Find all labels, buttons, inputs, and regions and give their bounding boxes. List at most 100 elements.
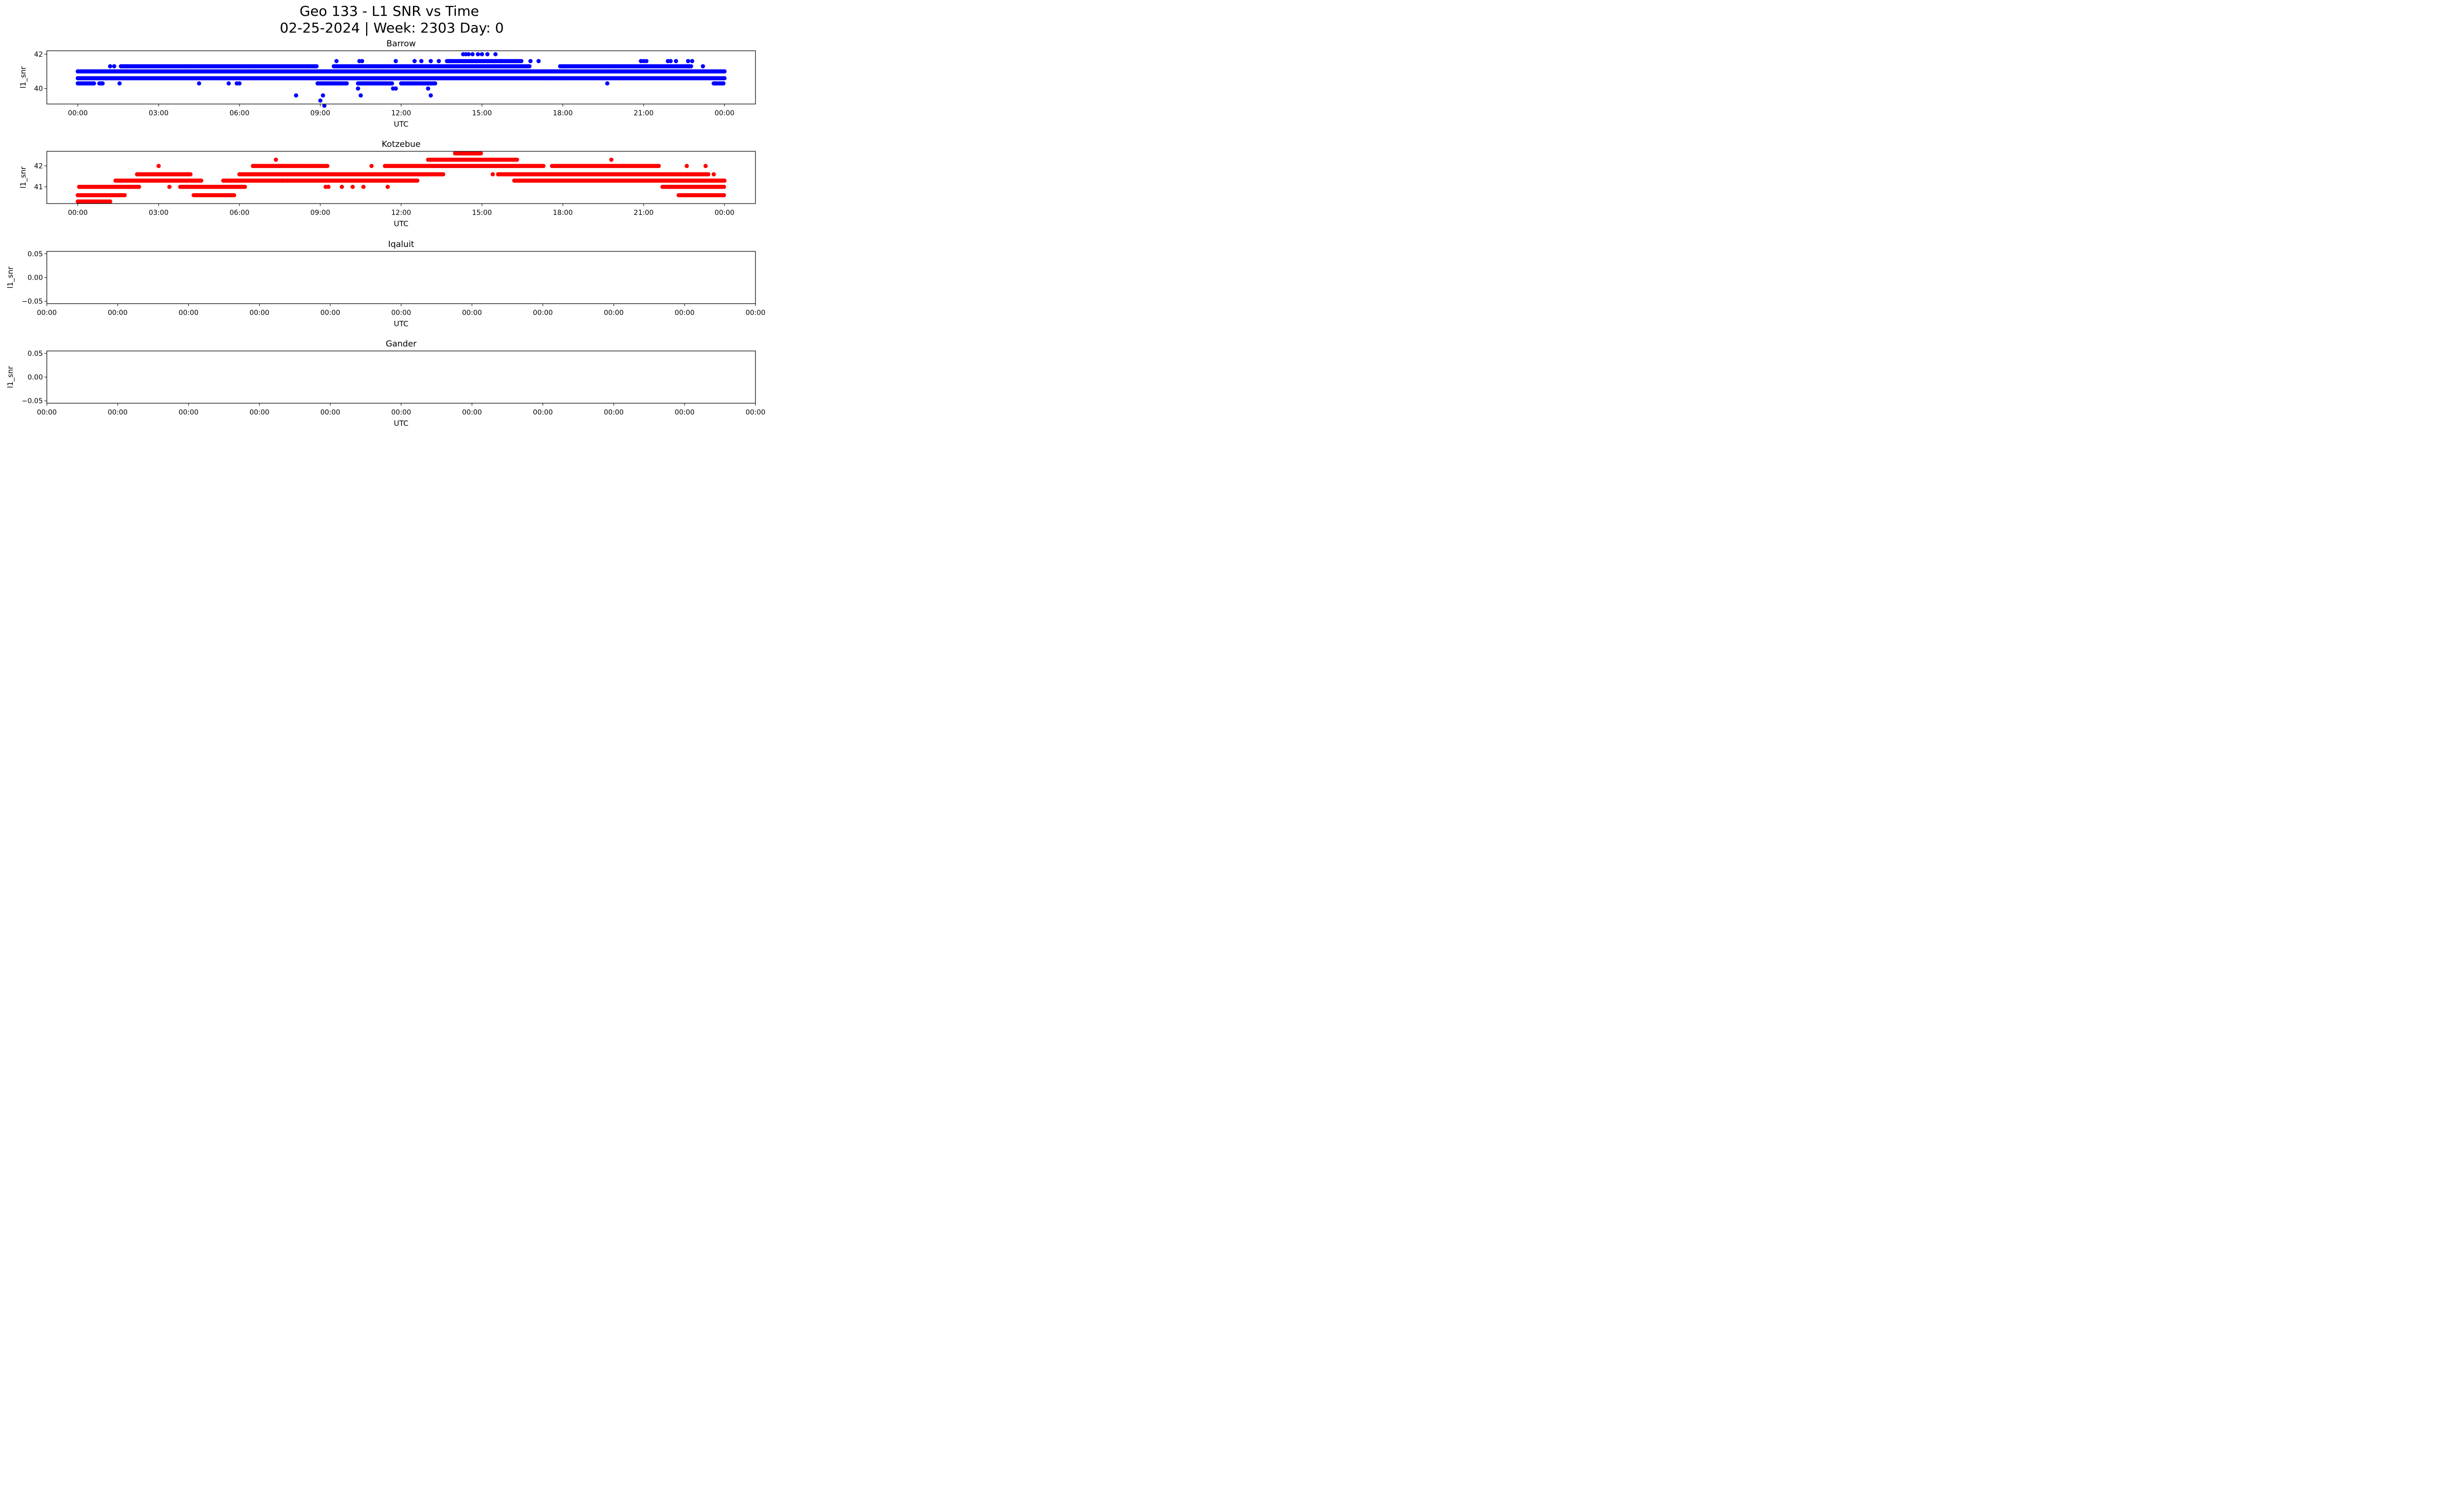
x-tick-label: 18:00 <box>553 209 573 217</box>
x-tick-label: 09:00 <box>310 209 330 217</box>
data-point <box>226 81 231 86</box>
data-point <box>514 157 519 162</box>
x-tick-label: 21:00 <box>634 209 653 217</box>
data-point <box>199 178 204 183</box>
data-point <box>686 59 690 64</box>
data-point <box>242 184 247 189</box>
data-point <box>358 93 363 98</box>
data-point <box>609 157 614 162</box>
y-axis-label: l1_snr <box>19 66 28 89</box>
data-point <box>326 184 331 189</box>
data-point <box>485 52 490 57</box>
data-point <box>605 81 610 86</box>
x-axis-label: UTC <box>394 219 409 228</box>
x-tick-label: 00:00 <box>675 309 694 317</box>
x-tick-label: 00:00 <box>249 309 269 317</box>
x-tick-label: 12:00 <box>391 209 411 217</box>
data-point <box>721 81 726 86</box>
y-tick-label: 0.05 <box>28 250 43 258</box>
data-point <box>703 164 708 169</box>
data-point <box>237 81 242 86</box>
data-point <box>721 193 726 198</box>
x-tick-label: 00:00 <box>715 209 734 217</box>
y-tick-label: 42 <box>34 163 43 171</box>
data-point <box>536 59 541 64</box>
data-point <box>356 86 360 91</box>
data-point <box>334 59 339 64</box>
data-point <box>721 184 726 189</box>
data-point <box>100 81 105 86</box>
data-point <box>706 172 711 176</box>
x-axis-label: UTC <box>394 319 409 328</box>
data-point <box>92 81 96 86</box>
x-tick-label: 00:00 <box>108 409 128 417</box>
x-tick-label: 06:00 <box>230 209 249 217</box>
data-point <box>527 64 532 69</box>
y-tick-label: −0.05 <box>22 397 43 405</box>
data-series <box>75 52 727 108</box>
data-point <box>722 178 727 183</box>
data-point <box>712 172 716 176</box>
data-point <box>137 184 141 189</box>
data-point <box>428 59 433 64</box>
data-point <box>519 59 524 64</box>
data-point <box>325 164 330 169</box>
x-tick-label: 00:00 <box>746 409 765 417</box>
x-tick-label: 00:00 <box>68 209 88 217</box>
chart-subtitle: 02-25-2024 | Week: 2303 Day: 0 <box>280 20 504 36</box>
data-point <box>361 184 366 189</box>
data-point <box>426 86 430 91</box>
data-point <box>393 59 398 64</box>
data-point <box>350 184 355 189</box>
y-tick-label: 41 <box>34 183 43 191</box>
x-tick-label: 00:00 <box>462 309 482 317</box>
data-point <box>344 81 349 86</box>
y-tick-label: −0.05 <box>22 298 43 306</box>
chart-canvas: Geo 133 - L1 SNR vs Time 02-25-2024 | We… <box>6 3 765 428</box>
data-point <box>547 76 551 80</box>
data-point <box>360 59 364 64</box>
y-tick-label: 0.05 <box>28 350 43 358</box>
x-tick-label: 00:00 <box>320 309 340 317</box>
x-tick-label: 18:00 <box>553 109 573 117</box>
panel-kotzebue: Kotzebue 41 42 00:00 03:00 06:00 09:00 12:00 15:… <box>19 139 756 228</box>
data-series <box>75 151 727 204</box>
y-axis-label: l1_snr <box>19 166 28 189</box>
panel-title: Iqaluit <box>388 240 414 249</box>
data-point <box>470 52 475 57</box>
panel-barrow: Barrow 40 42 00:00 03:00 06:00 09:00 12:00 15:00… <box>19 39 756 129</box>
data-point <box>167 184 172 189</box>
x-tick-label: 21:00 <box>634 109 653 117</box>
data-point <box>689 64 693 69</box>
y-tick-label: 0.00 <box>28 274 43 282</box>
data-point <box>419 59 424 64</box>
x-tick-label: 03:00 <box>149 209 169 217</box>
data-point <box>156 164 161 169</box>
data-point <box>318 98 323 103</box>
y-axis-label: l1_snr <box>6 366 15 388</box>
data-point <box>294 93 299 98</box>
data-point <box>314 64 319 69</box>
plot-frame <box>46 350 756 404</box>
x-tick-label: 00:00 <box>178 309 198 317</box>
data-point <box>322 104 327 108</box>
x-tick-label: 03:00 <box>149 109 169 117</box>
data-point <box>393 86 398 91</box>
data-point <box>479 151 483 156</box>
x-tick-label: 09:00 <box>310 109 330 117</box>
data-point <box>441 172 445 176</box>
x-tick-label: 00:00 <box>391 409 411 417</box>
y-tick-label: 0.00 <box>28 374 43 382</box>
data-point <box>656 164 661 169</box>
plot-frame <box>46 151 756 204</box>
data-point <box>412 59 417 64</box>
data-point <box>390 81 394 86</box>
chart-title: Geo 133 - L1 SNR vs Time <box>300 3 479 19</box>
data-point <box>340 184 344 189</box>
data-point <box>476 52 480 57</box>
data-point <box>668 59 673 64</box>
data-point <box>674 59 678 64</box>
x-tick-label: 00:00 <box>108 309 128 317</box>
data-point <box>437 59 441 64</box>
data-point <box>197 81 202 86</box>
